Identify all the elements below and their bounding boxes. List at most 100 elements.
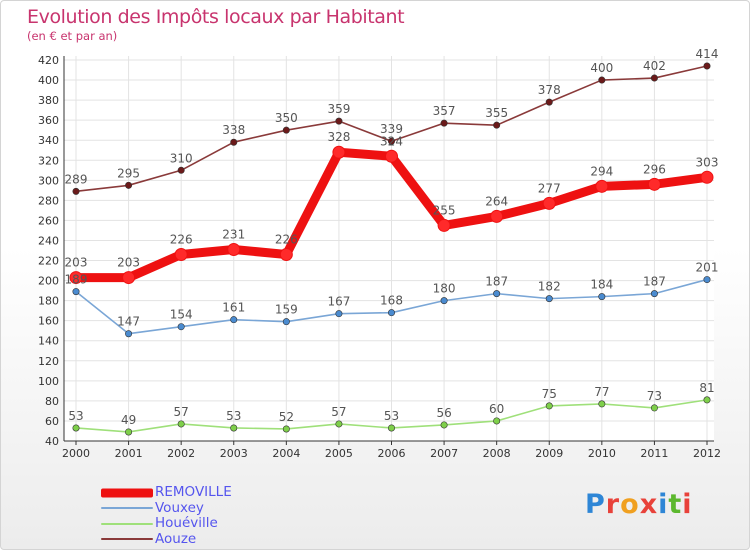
- data-point-houeville: [335, 420, 343, 428]
- x-tick-label: 2012: [693, 447, 721, 460]
- data-label-aouze: 402: [643, 59, 666, 73]
- series-layer: [69, 62, 714, 436]
- data-label-vouxey: 180: [433, 282, 456, 296]
- logo-letter: i: [682, 489, 693, 520]
- x-tick-label: 2011: [640, 447, 668, 460]
- data-label-aouze: 400: [590, 61, 613, 75]
- legend-label: Aouze: [155, 530, 197, 547]
- legend-label: REMOVILLE: [155, 484, 232, 500]
- y-tick-label: 60: [45, 415, 59, 428]
- data-label-houeville: 52: [279, 410, 294, 424]
- data-point-removille: [122, 271, 136, 285]
- data-label-removille: 203: [65, 256, 88, 270]
- legend-swatch: [101, 522, 153, 525]
- legend-swatch: [101, 488, 153, 498]
- y-tick-label: 240: [38, 234, 59, 247]
- data-point-removille: [174, 248, 188, 262]
- data-label-vouxey: 201: [696, 261, 719, 275]
- data-point-houeville: [493, 417, 501, 425]
- data-label-houeville: 53: [226, 409, 241, 423]
- data-label-aouze: 378: [538, 83, 561, 97]
- x-tick-label: 2006: [378, 447, 406, 460]
- data-point-removille: [385, 149, 398, 163]
- data-point-aouze: [282, 126, 290, 134]
- data-label-aouze: 338: [222, 123, 245, 137]
- legend-label: Houéville: [155, 515, 218, 531]
- data-label-aouze: 289: [65, 172, 88, 186]
- data-point-removille: [700, 170, 714, 184]
- data-label-houeville: 81: [699, 381, 714, 395]
- data-point-aouze: [125, 181, 133, 189]
- label-layer: 189 147 154 161 159 167 168 180 187 182 184 187 201 5…: [65, 47, 719, 427]
- data-point-vouxey: [387, 309, 395, 317]
- data-label-removille: 296: [643, 162, 666, 176]
- x-tick-label: 2010: [588, 447, 616, 460]
- data-point-vouxey: [598, 293, 606, 301]
- data-point-aouze: [703, 62, 711, 70]
- data-label-houeville: 53: [384, 409, 399, 423]
- logo-letter: r: [605, 489, 621, 520]
- y-tick-label: 420: [38, 54, 59, 67]
- data-label-removille: 277: [538, 181, 561, 195]
- data-label-vouxey: 168: [380, 294, 403, 308]
- data-point-houeville: [703, 396, 711, 404]
- data-point-houeville: [650, 404, 658, 412]
- x-tick-label: 2005: [325, 447, 353, 460]
- y-tick-label: 80: [45, 395, 59, 408]
- y-tick-label: 200: [38, 275, 59, 288]
- data-label-removille: 255: [433, 203, 456, 217]
- data-point-vouxey: [230, 316, 238, 324]
- data-label-aouze: 359: [327, 102, 350, 116]
- data-label-removille: 324: [380, 134, 403, 148]
- logo-letter: x: [639, 489, 659, 520]
- data-point-houeville: [177, 420, 185, 428]
- data-label-removille: 294: [590, 164, 613, 178]
- data-label-removille: 226: [170, 233, 193, 247]
- data-point-vouxey: [493, 290, 501, 298]
- x-tick-label: 2004: [272, 447, 300, 460]
- data-point-houeville: [125, 428, 133, 436]
- x-tick-label: 2009: [535, 447, 563, 460]
- y-tick-label: 360: [38, 114, 59, 127]
- y-tick-label: 40: [45, 435, 59, 448]
- data-point-houeville: [440, 421, 448, 429]
- data-point-houeville: [230, 424, 238, 432]
- data-point-vouxey: [703, 276, 711, 284]
- proxiti-logo: Proxiti: [585, 489, 693, 520]
- data-label-houeville: 75: [542, 387, 557, 401]
- data-point-houeville: [387, 424, 395, 432]
- data-point-vouxey: [282, 318, 290, 326]
- data-point-vouxey: [177, 323, 185, 331]
- data-point-removille: [542, 196, 556, 210]
- data-point-vouxey: [440, 297, 448, 305]
- y-tick-label: 140: [38, 335, 59, 348]
- data-point-aouze: [493, 121, 501, 129]
- plot-area: [64, 56, 714, 441]
- y-tick-label: 220: [38, 255, 59, 268]
- data-label-aouze: 414: [696, 47, 719, 61]
- data-point-vouxey: [125, 330, 133, 338]
- data-point-removille: [227, 242, 241, 256]
- data-point-removille: [490, 209, 504, 223]
- data-point-vouxey: [545, 295, 553, 303]
- data-label-vouxey: 147: [117, 315, 140, 329]
- data-point-aouze: [72, 187, 80, 195]
- logo-letter: P: [585, 489, 606, 520]
- y-tick-label: 180: [38, 295, 59, 308]
- y-tick-label: 260: [38, 214, 59, 227]
- legend-swatch: [101, 538, 153, 541]
- logo-letter: t: [668, 489, 683, 520]
- data-point-removille: [279, 248, 293, 262]
- data-point-houeville: [545, 402, 553, 410]
- data-label-vouxey: 184: [590, 278, 613, 292]
- y-tick-label: 100: [38, 375, 59, 388]
- data-point-removille: [69, 271, 83, 285]
- data-label-houeville: 57: [174, 405, 189, 419]
- data-label-aouze: 357: [433, 104, 456, 118]
- data-label-vouxey: 187: [485, 275, 508, 289]
- data-point-aouze: [545, 98, 553, 106]
- data-point-aouze: [335, 117, 343, 125]
- data-point-vouxey: [650, 290, 658, 298]
